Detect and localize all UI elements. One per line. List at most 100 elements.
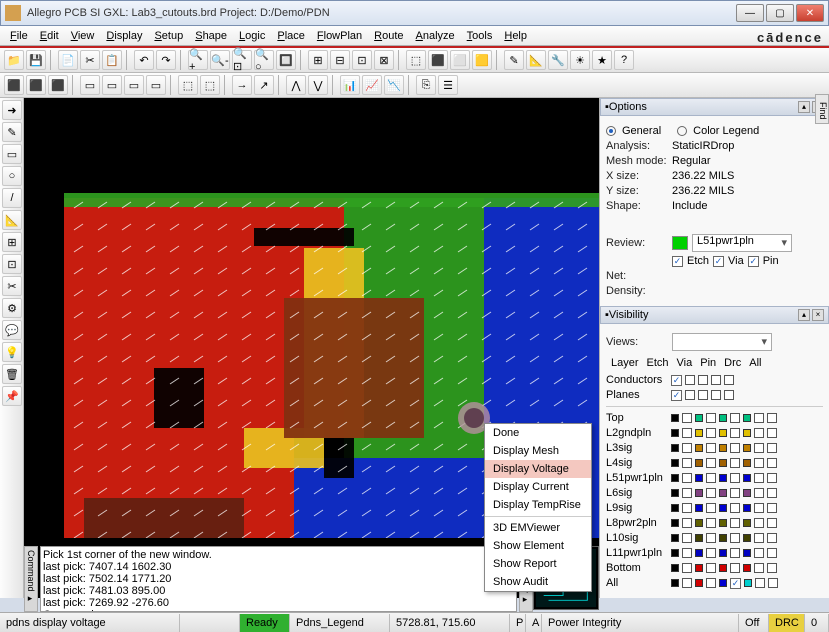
toolbar-button[interactable]: ⊡ — [352, 50, 372, 70]
context-menu: DoneDisplay MeshDisplay VoltageDisplay C… — [484, 423, 592, 592]
toolbar-button[interactable]: 🔧 — [548, 50, 568, 70]
vtool-button[interactable]: 📐 — [2, 210, 22, 230]
ctx-display-current[interactable]: Display Current — [485, 478, 591, 496]
ctx-show-element[interactable]: Show Element — [485, 537, 591, 555]
ctx-done[interactable]: Done — [485, 424, 591, 442]
minimize-button[interactable]: — — [736, 4, 764, 22]
toolbar-button[interactable]: ⬚ — [406, 50, 426, 70]
vtool-button[interactable]: 🗑 — [2, 364, 22, 384]
vtool-button[interactable]: ⊞ — [2, 232, 22, 252]
menu-logic[interactable]: Logic — [233, 28, 271, 44]
menu-shape[interactable]: Shape — [189, 28, 233, 44]
toolbar-button[interactable]: 🔲 — [276, 50, 296, 70]
menu-edit[interactable]: Edit — [34, 28, 65, 44]
menu-flowplan[interactable]: FlowPlan — [311, 28, 368, 44]
toolbar-button[interactable]: 🔍+ — [188, 50, 208, 70]
color-legend-radio[interactable] — [677, 126, 687, 136]
toolbar-button[interactable]: ↶ — [134, 50, 154, 70]
vis-close-icon[interactable]: × — [812, 309, 824, 321]
find-tab[interactable]: Find — [815, 94, 829, 124]
toolbar-button[interactable]: ☰ — [438, 75, 458, 95]
toolbar-button[interactable]: ⬛ — [48, 75, 68, 95]
toolbar-button[interactable]: ↗ — [254, 75, 274, 95]
toolbar-button[interactable]: ↷ — [156, 50, 176, 70]
toolbar-button[interactable]: ⊠ — [374, 50, 394, 70]
toolbar-button[interactable]: 📉 — [384, 75, 404, 95]
vtool-button[interactable]: ▭ — [2, 144, 22, 164]
toolbar-button[interactable]: ⋁ — [308, 75, 328, 95]
etch-checkbox[interactable] — [672, 256, 683, 267]
toolbar-button[interactable]: ☀ — [570, 50, 590, 70]
toolbar-button[interactable]: 📈 — [362, 75, 382, 95]
toolbar-button[interactable]: ⬛ — [26, 75, 46, 95]
toolbar-button[interactable]: ? — [614, 50, 634, 70]
vtool-button[interactable]: 💬 — [2, 320, 22, 340]
panel-pin-icon[interactable]: ▴ — [798, 101, 810, 113]
window-title: Allegro PCB SI GXL: Lab3_cutouts.brd Pro… — [27, 7, 736, 19]
toolbar-button[interactable]: ▭ — [124, 75, 144, 95]
toolbar-button[interactable]: 📊 — [340, 75, 360, 95]
toolbar-button[interactable]: ⬚ — [178, 75, 198, 95]
via-checkbox[interactable] — [713, 256, 724, 267]
vis-pin-icon[interactable]: ▴ — [798, 309, 810, 321]
toolbar-button[interactable]: ✂ — [80, 50, 100, 70]
toolbar-button[interactable]: ⊟ — [330, 50, 350, 70]
general-radio[interactable] — [606, 126, 616, 136]
toolbar-button[interactable]: ⬜ — [450, 50, 470, 70]
ctx-show-audit[interactable]: Show Audit — [485, 573, 591, 591]
views-select[interactable] — [672, 333, 772, 351]
toolbar-button[interactable]: 🔍⊡ — [232, 50, 252, 70]
ctx-show-report[interactable]: Show Report — [485, 555, 591, 573]
toolbar-button[interactable]: ⬚ — [200, 75, 220, 95]
toolbar-button[interactable]: ✎ — [504, 50, 524, 70]
vtool-button[interactable]: ○ — [2, 166, 22, 186]
menu-place[interactable]: Place — [271, 28, 311, 44]
ctx-display-mesh[interactable]: Display Mesh — [485, 442, 591, 460]
toolbar-button[interactable]: 📋 — [102, 50, 122, 70]
vtool-button[interactable]: ⊡ — [2, 254, 22, 274]
toolbar-button[interactable]: ▭ — [80, 75, 100, 95]
menu-display[interactable]: Display — [100, 28, 148, 44]
menu-help[interactable]: Help — [498, 28, 533, 44]
toolbar-button[interactable]: ⊞ — [308, 50, 328, 70]
close-button[interactable]: ✕ — [796, 4, 824, 22]
toolbar-button[interactable]: 📁 — [4, 50, 24, 70]
vtool-button[interactable]: / — [2, 188, 22, 208]
vtool-button[interactable]: ✂ — [2, 276, 22, 296]
pin-checkbox[interactable] — [748, 256, 759, 267]
toolbar-button[interactable]: ★ — [592, 50, 612, 70]
toolbar-button[interactable]: ⋀ — [286, 75, 306, 95]
menu-view[interactable]: View — [65, 28, 101, 44]
toolbar-button[interactable]: 🔍○ — [254, 50, 274, 70]
toolbar-button[interactable]: → — [232, 75, 252, 95]
menu-route[interactable]: Route — [368, 28, 409, 44]
toolbar-button[interactable]: 🔍- — [210, 50, 230, 70]
ctx-3d-emviewer[interactable]: 3D EMViewer — [485, 519, 591, 537]
command-pane[interactable]: Pick 1st corner of the new window.last p… — [40, 546, 517, 612]
ctx-display-voltage[interactable]: Display Voltage — [485, 460, 591, 478]
layer-row: L4sig — [606, 456, 823, 470]
menu-analyze[interactable]: Analyze — [410, 28, 461, 44]
toolbar-button[interactable]: ▭ — [102, 75, 122, 95]
vtool-button[interactable]: ⚙ — [2, 298, 22, 318]
maximize-button[interactable]: ▢ — [766, 4, 794, 22]
ctx-display-temprise[interactable]: Display TempRise — [485, 496, 591, 514]
command-tab[interactable]: Command ▸ — [24, 546, 38, 612]
vtool-button[interactable]: 📌 — [2, 386, 22, 406]
toolbar-button[interactable]: ⎘ — [416, 75, 436, 95]
vtool-button[interactable]: ➜ — [2, 100, 22, 120]
vtool-button[interactable]: 💡 — [2, 342, 22, 362]
toolbar-button[interactable]: ⬛ — [428, 50, 448, 70]
toolbar-button[interactable]: 💾 — [26, 50, 46, 70]
menu-tools[interactable]: Tools — [461, 28, 499, 44]
review-select[interactable]: L51pwr1pln — [692, 234, 792, 252]
menu-setup[interactable]: Setup — [148, 28, 189, 44]
status-ready: Ready — [240, 614, 290, 632]
toolbar-button[interactable]: ▭ — [146, 75, 166, 95]
vtool-button[interactable]: ✎ — [2, 122, 22, 142]
menu-file[interactable]: File — [4, 28, 34, 44]
toolbar-button[interactable]: ⬛ — [4, 75, 24, 95]
toolbar-button[interactable]: 📄 — [58, 50, 78, 70]
toolbar-button[interactable]: 🟨 — [472, 50, 492, 70]
toolbar-button[interactable]: 📐 — [526, 50, 546, 70]
